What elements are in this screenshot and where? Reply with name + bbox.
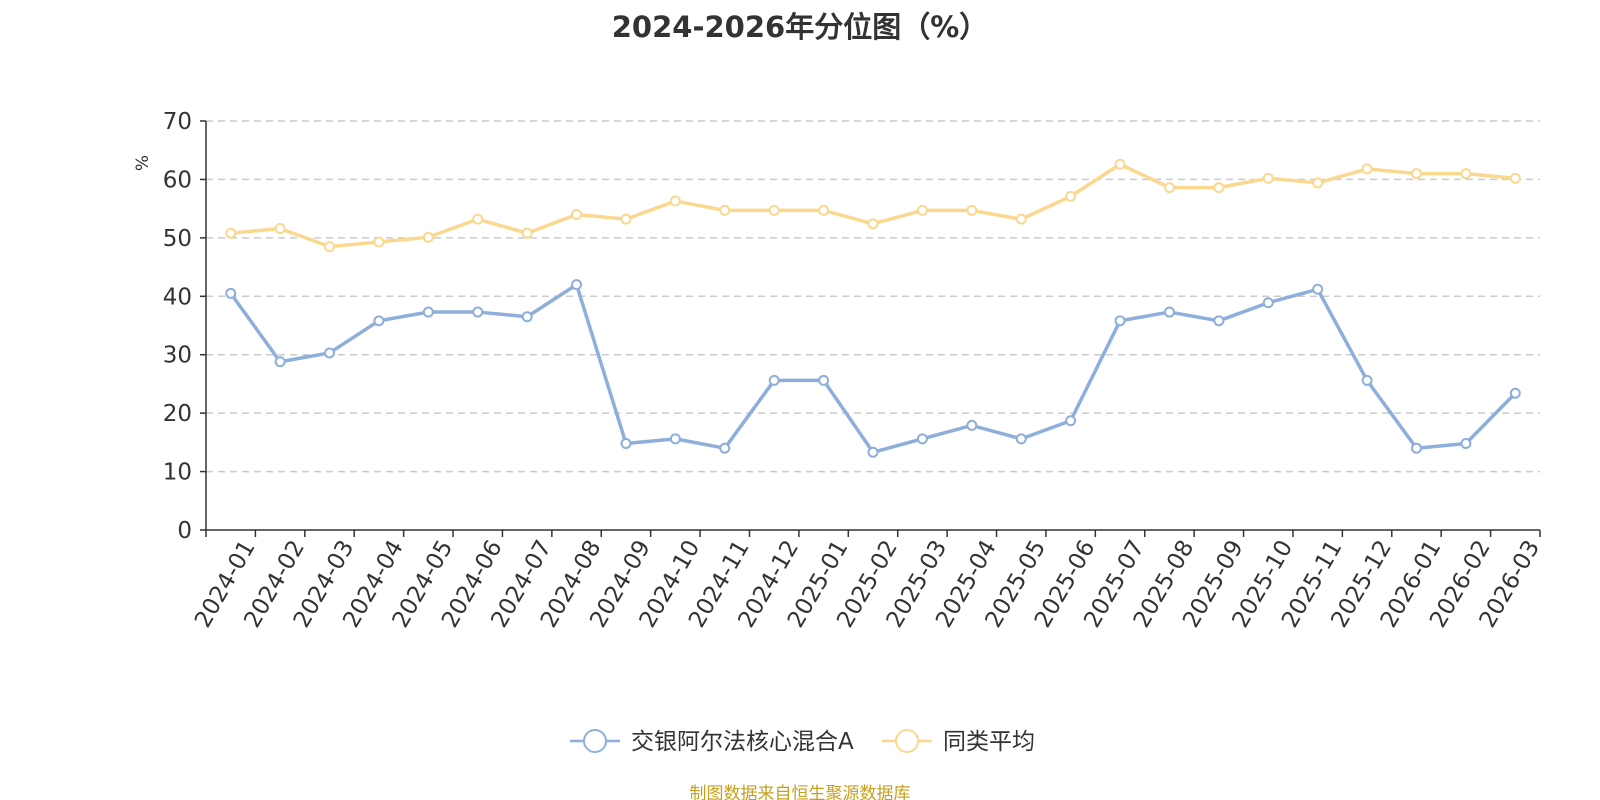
data-point [324,241,336,253]
data-point [1509,387,1521,399]
legend-label: 交银阿尔法核心混合A [631,729,854,755]
legend: 交银阿尔法核心混合A 同类平均 [570,729,1035,755]
legend-marker-icon [895,729,919,753]
data-point [1361,374,1373,386]
data-point [620,438,632,450]
data-point [1312,283,1324,295]
data-point [274,356,286,368]
data-point [1114,315,1126,327]
legend-item-fund: 交银阿尔法核心混合A [570,729,854,755]
data-point [225,287,237,299]
data-point [1163,182,1175,194]
data-point [1460,168,1472,180]
y-tick-label: 20 [163,401,192,427]
data-point [1213,315,1225,327]
series-average [225,158,1521,253]
data-point [1015,213,1027,225]
data-point [373,315,385,327]
legend-item-average: 同类平均 [882,729,1035,755]
data-point [966,204,978,216]
data-point [1065,190,1077,202]
data-point [422,231,434,243]
y-tick-label: 50 [163,226,192,252]
x-axis-labels: 2024-012024-022024-032024-042024-052024-… [190,530,1545,632]
data-point [669,433,681,445]
data-point [1410,442,1422,454]
data-point [719,442,731,454]
data-point [225,227,237,239]
data-point [422,306,434,318]
y-tick-label: 30 [163,343,192,369]
data-point [324,347,336,359]
data-point [818,204,830,216]
legend-label: 同类平均 [943,729,1035,755]
series-fund [225,279,1521,458]
data-point [571,208,583,220]
data-point [620,213,632,225]
source-text: 制图数据来自恒生聚源数据库 [689,784,911,800]
data-point [719,204,731,216]
data-point [1065,415,1077,427]
data-point [373,236,385,248]
data-point [472,306,484,318]
data-point [1262,297,1274,309]
data-point [1015,433,1027,445]
data-point [818,374,830,386]
y-tick-label: 40 [163,284,192,310]
y-tick-label: 60 [163,167,192,193]
legend-marker-icon [583,729,607,753]
chart-title: 2024-2026年分位图（%） [611,10,989,44]
data-point [472,213,484,225]
data-point [1213,182,1225,194]
data-point [1361,163,1373,175]
data-point [1460,438,1472,450]
y-tick-label: 70 [163,109,192,135]
data-point [867,218,879,230]
y-tick-label: 10 [163,460,192,486]
data-point [669,195,681,207]
data-point [768,374,780,386]
data-point [1114,158,1126,170]
data-point [1312,177,1324,189]
series-line [230,162,1516,249]
data-point [768,204,780,216]
data-point [916,433,928,445]
data-point [867,446,879,458]
data-point [966,419,978,431]
data-point [1410,168,1422,180]
data-point [521,311,533,323]
y-axis-label: % [133,155,153,171]
data-point [521,227,533,239]
data-point [274,223,286,235]
data-point [916,204,928,216]
data-point [571,279,583,291]
data-point [1163,306,1175,318]
y-tick-label: 0 [177,518,192,544]
data-point [1509,172,1521,184]
data-point [1262,172,1274,184]
